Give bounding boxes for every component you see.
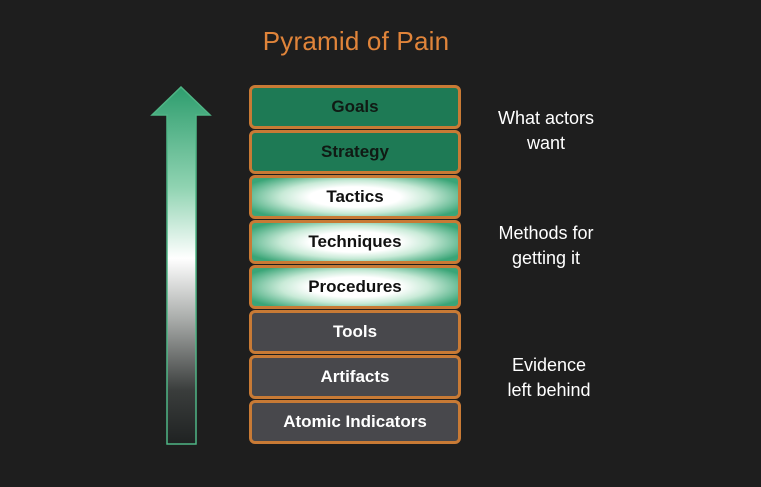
level-tools: Tools <box>249 310 461 354</box>
annotation-evidence: Evidence left behind <box>469 353 629 403</box>
annotation-goals-line1: What actors <box>497 108 595 128</box>
level-atomic-indicators: Atomic Indicators <box>249 400 461 444</box>
annotation-evidence-line1: Evidence <box>511 355 587 375</box>
level-strategy: Strategy <box>249 130 461 174</box>
level-procedures: Procedures <box>249 265 461 309</box>
annotation-evidence-line2: left behind <box>507 380 591 400</box>
annotation-goals-line2: want <box>526 133 566 153</box>
diagram-title: Pyramid of Pain <box>262 26 450 56</box>
level-goals: Goals <box>249 85 461 129</box>
annotation-goals: What actors want <box>466 106 626 156</box>
up-arrow-icon <box>150 86 212 445</box>
annotation-methods: Methods for getting it <box>466 221 626 271</box>
level-artifacts: Artifacts <box>249 355 461 399</box>
annotation-methods-line2: getting it <box>511 248 581 268</box>
level-techniques: Techniques <box>249 220 461 264</box>
pyramid-levels: Goals Strategy Tactics Techniques Proced… <box>249 85 461 445</box>
level-tactics: Tactics <box>249 175 461 219</box>
annotation-methods-line1: Methods for <box>498 223 594 243</box>
